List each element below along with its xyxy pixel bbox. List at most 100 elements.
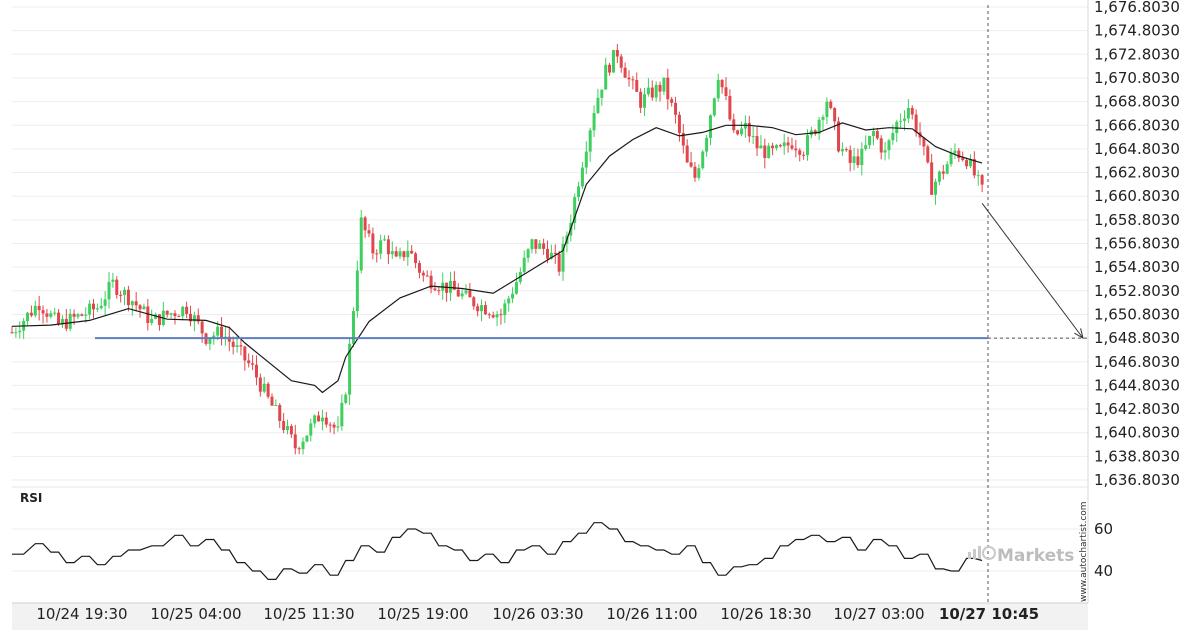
- candle-body: [906, 107, 910, 119]
- y-tick-label: 1,668.8030: [1094, 93, 1180, 111]
- brand-text: Markets: [997, 546, 1074, 566]
- candle-body: [282, 420, 286, 431]
- candle-body: [782, 142, 786, 147]
- candle-body: [910, 107, 914, 115]
- candle-body: [185, 306, 189, 314]
- candle-body: [363, 217, 367, 231]
- candle-body: [189, 313, 192, 322]
- moving-average: [11, 122, 983, 394]
- candle-body: [491, 315, 495, 318]
- candle-body: [650, 87, 654, 98]
- candle-body: [837, 121, 841, 152]
- candle-body: [580, 167, 584, 187]
- forecast-arrow: [981, 203, 1084, 340]
- rsi-axis-ticks: 60 40: [1094, 520, 1113, 580]
- candle-body: [588, 130, 592, 152]
- candle-body: [705, 137, 709, 152]
- candle-body: [375, 253, 379, 255]
- candle-body: [305, 435, 309, 442]
- candle-body: [41, 310, 45, 314]
- candle-body: [123, 289, 127, 296]
- candle-body: [763, 145, 767, 158]
- candle-body: [274, 405, 278, 407]
- candle-body: [84, 314, 88, 316]
- brand-watermark: Markets: [968, 546, 1074, 566]
- candle-body: [903, 118, 906, 121]
- candle-body: [577, 186, 581, 198]
- candle-body: [88, 303, 92, 315]
- candle-body: [286, 425, 290, 431]
- candle-body: [452, 280, 456, 290]
- candle-body: [526, 249, 530, 258]
- candle-body: [786, 142, 790, 146]
- x-tick-label: 10/26 03:30: [492, 605, 583, 623]
- candle-body: [18, 330, 22, 333]
- candle-body: [181, 306, 185, 317]
- candle-body: [926, 146, 930, 163]
- rsi-series: [12, 522, 983, 581]
- candle-body: [646, 87, 650, 95]
- y-tick-label: 1,650.8030: [1094, 305, 1180, 323]
- candle-body: [383, 239, 387, 241]
- candle-body: [332, 424, 336, 428]
- candle-body: [103, 299, 107, 306]
- candle-body: [317, 415, 321, 422]
- candle-body: [243, 346, 247, 361]
- candle-body: [313, 415, 317, 424]
- candle-body: [487, 314, 491, 316]
- y-tick-label: 1,660.8030: [1094, 187, 1180, 205]
- candle-body: [899, 120, 903, 122]
- candle-body: [254, 364, 258, 378]
- candle-body: [115, 279, 119, 295]
- candle-body: [871, 131, 875, 137]
- candle-body: [138, 305, 142, 310]
- candle-body: [262, 383, 266, 392]
- y-tick-label: 1,662.8030: [1094, 164, 1180, 182]
- candle-body: [10, 332, 14, 334]
- candle-body: [596, 97, 600, 114]
- x-tick-label: 10/25 04:00: [150, 605, 241, 623]
- candle-body: [216, 326, 220, 336]
- candle-body: [813, 130, 817, 134]
- chart-icon: [968, 546, 996, 560]
- candle-body: [390, 251, 394, 255]
- rsi-tick-label: 40: [1094, 562, 1113, 580]
- candle-body: [774, 145, 778, 149]
- candle-body: [359, 217, 363, 271]
- candle-body: [895, 121, 899, 134]
- candle-body: [631, 79, 635, 81]
- candle-body: [736, 130, 740, 135]
- candle-body: [643, 94, 647, 108]
- candle-body: [165, 310, 169, 315]
- candle-body: [99, 305, 103, 309]
- candle-body: [689, 162, 693, 167]
- candle-body: [421, 272, 425, 276]
- y-tick-label: 1,672.8030: [1094, 45, 1180, 63]
- candle-body: [708, 115, 712, 138]
- candle-body: [934, 181, 938, 195]
- candle-body: [394, 251, 398, 257]
- candle-body: [328, 424, 332, 426]
- candle-body: [724, 87, 728, 97]
- candle-body: [654, 84, 658, 98]
- candle-body: [821, 116, 825, 120]
- candle-body: [639, 91, 643, 108]
- candle-body: [740, 128, 744, 135]
- candle-body: [937, 171, 941, 182]
- rsi-tick-label: 60: [1094, 520, 1113, 538]
- candle-body: [72, 313, 76, 317]
- candle-body: [150, 318, 154, 324]
- candle-body: [542, 243, 546, 249]
- candle-body: [324, 417, 328, 425]
- candle-body: [957, 150, 961, 159]
- candle-body: [608, 64, 612, 73]
- x-tick-label: 10/27 03:00: [833, 605, 924, 623]
- candle-body: [592, 113, 596, 131]
- x-tick-label: 10/24 19:30: [36, 605, 127, 623]
- candle-body: [584, 151, 588, 168]
- candle-body: [790, 145, 794, 149]
- x-tick-label: 10/26 11:00: [606, 605, 697, 623]
- candle-body: [914, 114, 918, 133]
- candle-body: [755, 136, 759, 149]
- candle-body: [351, 311, 355, 344]
